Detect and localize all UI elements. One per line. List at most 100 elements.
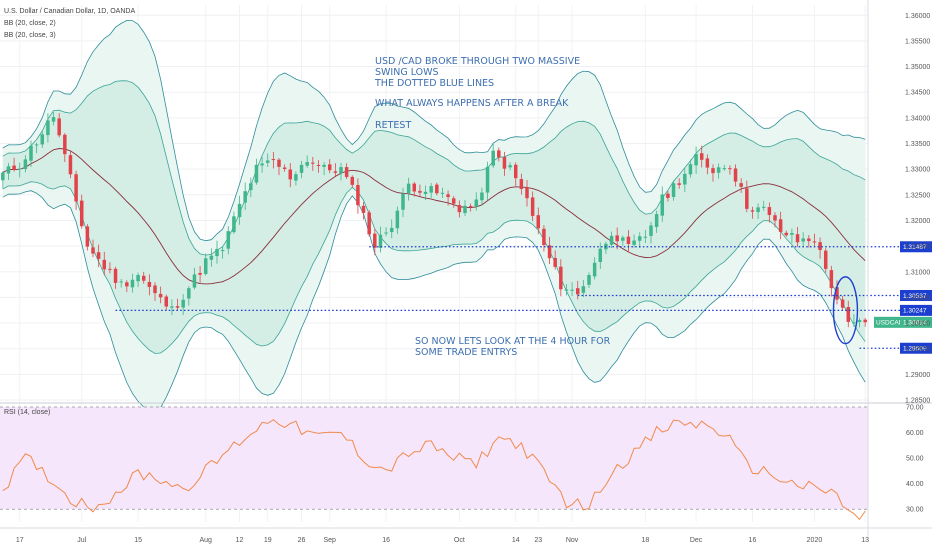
candle-body [333,171,338,173]
candle-body [474,199,479,207]
price-tick-label: 1.35500 [905,38,930,45]
candle-body [778,219,783,232]
time-tick-label: 19 [264,537,272,544]
candle-body [632,240,636,245]
candle-body [423,191,428,195]
price-tick-label: 1.31000 [905,269,930,276]
candle-body [671,183,676,197]
candle-body [435,184,439,194]
candle-body [480,192,484,201]
candle-body [761,206,766,208]
candle-body [807,238,811,242]
candle-body [818,242,822,251]
candle-body [282,167,287,169]
candle-body [125,282,129,287]
candle-body [91,247,95,254]
candle-body [530,197,535,216]
time-tick-label: 17 [16,537,24,544]
bb2-lower-line [2,181,866,354]
candles [1,111,867,328]
candle-body [694,154,698,166]
candle-body [705,158,710,168]
candle-body [609,235,614,245]
price-tick-label: 1.28500 [905,398,930,405]
candle-body [108,268,112,270]
candle-body [350,176,355,185]
candle-body [395,210,400,229]
candle-body [553,257,557,267]
price-tick-label: 1.29000 [905,372,930,379]
candle-body [187,288,191,299]
candle-body [164,296,169,307]
candle-body [63,134,67,155]
candle-body [626,236,631,245]
candle-body [570,289,574,291]
candle-body [564,289,569,291]
candle-body [592,262,597,277]
candle-body [401,193,405,210]
candle-body [271,159,276,161]
price-tick-label: 1.32500 [905,192,930,199]
candle-body [322,164,326,167]
rsi-legend: RSI (14, close) [4,409,50,416]
candle-body [559,266,563,290]
candle-body [249,183,253,191]
candle-body [429,186,433,193]
candle-body [728,168,732,170]
candle-body [508,165,512,168]
candle-body [536,215,541,229]
candle-body [773,215,777,221]
candle-body [367,212,371,235]
candle-body [840,299,845,308]
symbol-label: USDCAD [876,320,904,327]
candle-body [829,270,834,289]
candle-body [733,168,738,182]
candle-body [147,281,152,287]
breakout-ellipse [832,276,859,345]
time-tick-label: 13 [861,537,869,544]
candle-body [40,134,45,145]
time-tick-label: 15 [134,537,142,544]
candle-body [361,205,366,213]
candle-body [158,293,163,298]
time-tick-label: 16 [382,537,390,544]
candle-body [412,183,417,192]
candle-body [209,255,214,260]
symbol-tag [874,316,900,328]
annotation-text: USD /CAD BROKE THROUGH TWO MASSIVE [375,56,580,67]
rsi-band-fill [0,407,868,510]
candle-body [790,233,794,235]
price-tick-label: 1.31500 [905,244,930,251]
candle-body [677,183,681,185]
price-tick-label: 1.30500 [905,295,930,302]
last-price-label: 1.30014 [903,320,927,327]
bollinger-bands [2,19,866,414]
candle-body [102,259,107,270]
time-tick-label: Dec [690,537,703,544]
time-tick-label: Aug [199,537,212,544]
candle-body [649,225,653,236]
candle-body [288,169,293,180]
candle-body [722,168,727,170]
candle-body [57,118,61,136]
price-tick-label: 1.30000 [905,321,930,328]
candle-body [575,288,580,295]
candle-body [683,173,687,185]
time-tick-label: Jul [77,537,86,544]
candle-body [446,194,450,198]
candle-body [344,167,349,177]
candle-body [113,268,118,283]
level-price-tag [900,241,932,253]
candle-body [327,164,332,171]
candle-body [418,190,422,193]
candle-body [356,185,360,206]
price-tick-label: 1.35000 [905,64,930,71]
candle-body [852,322,856,324]
candle-body [525,187,529,199]
candle-body [305,162,309,166]
time-tick-label: 18 [641,537,649,544]
candle-body [79,200,84,227]
time-tick-label: 2020 [807,537,823,544]
